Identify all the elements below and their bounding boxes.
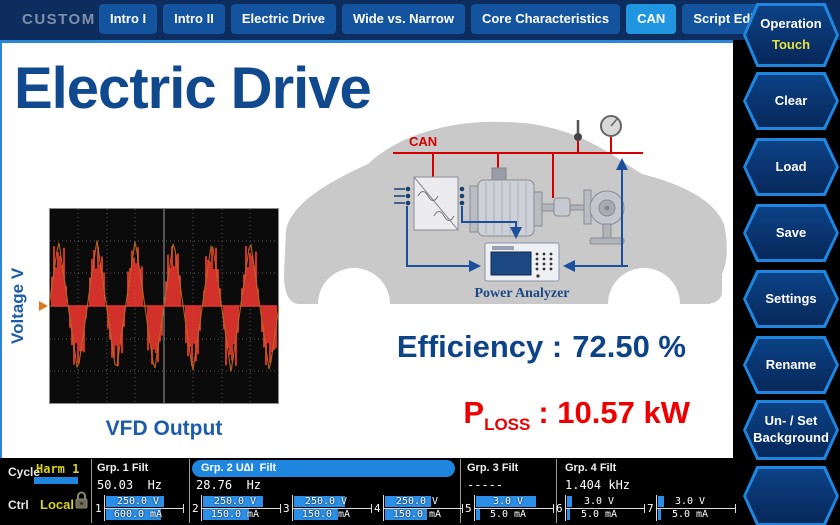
channel-2[interactable]: 2 250.0 V 150.0 mA bbox=[192, 495, 282, 521]
tab-wide-vs-narrow[interactable]: Wide vs. Narrow bbox=[341, 4, 465, 34]
channel-4[interactable]: 4 250.0 V 150.0 mA bbox=[374, 495, 464, 521]
channel-7-voltage-range: 3.0 V bbox=[658, 496, 722, 507]
cycle-mode-value[interactable]: Harm 1 bbox=[36, 462, 80, 476]
cycle-progress-bar bbox=[34, 477, 78, 484]
vfd-waveform-scope bbox=[49, 208, 279, 404]
top-tab-bar: CUSTOM Intro I Intro II Electric Drive W… bbox=[0, 0, 840, 40]
lock-icon[interactable] bbox=[74, 491, 89, 510]
drivetrain-diagram: CAN bbox=[284, 115, 727, 304]
status-bar: Cycle Harm 1 Ctrl Local Grp. 1 Filt 50.0… bbox=[0, 458, 745, 525]
power-analyzer-symbol bbox=[484, 242, 560, 282]
settings-button[interactable]: Settings bbox=[743, 270, 839, 328]
channel-1[interactable]: 1 250.0 V 600.0 mA bbox=[95, 495, 185, 521]
wire-motor-input bbox=[461, 206, 522, 239]
channel-3-voltage-range: 250.0 V bbox=[294, 496, 358, 507]
unset-background-button[interactable]: Un- / Set Background bbox=[743, 400, 839, 460]
channel-4-current-range: 150.0 mA bbox=[385, 509, 449, 520]
channel-5-voltage-range: 3.0 V bbox=[476, 496, 540, 507]
channel-6[interactable]: 6 3.0 V 5.0 mA bbox=[556, 495, 646, 521]
efficiency-label: Efficiency : bbox=[396, 329, 563, 364]
page-title: Electric Drive bbox=[14, 56, 372, 121]
save-button[interactable]: Save bbox=[743, 204, 839, 262]
load-button[interactable]: Load bbox=[743, 138, 839, 196]
tab-intro-1[interactable]: Intro I bbox=[99, 4, 158, 34]
channel-1-voltage-range: 250.0 V bbox=[106, 496, 170, 507]
group-1-label[interactable]: Grp. 1 Filt bbox=[97, 462, 149, 474]
group-2-label-selected[interactable]: Grp. 2 U∆I Filt bbox=[192, 460, 455, 477]
group-4-label[interactable]: Grp. 4 Filt bbox=[565, 462, 617, 474]
channel-3-current-range: 150.0 mA bbox=[294, 509, 358, 520]
group-1-frequency: 50.03 Hz bbox=[97, 478, 163, 492]
operation-button[interactable]: Operation Touch bbox=[743, 3, 839, 67]
tab-can[interactable]: CAN bbox=[626, 4, 677, 34]
group-3-frequency: ----- bbox=[467, 478, 504, 492]
temperature-sensor-icon bbox=[574, 120, 582, 153]
empty-softkey-button[interactable] bbox=[743, 466, 839, 525]
main-content-panel: Electric Drive CAN bbox=[0, 40, 733, 458]
operation-mode-value: Touch bbox=[771, 37, 811, 52]
separator bbox=[189, 459, 190, 523]
scope-y-axis-label: Voltage V bbox=[8, 267, 27, 345]
pwm-waveform bbox=[49, 240, 279, 372]
efficiency-value: 72.50 % bbox=[572, 329, 686, 364]
channel-7[interactable]: 7 3.0 V 5.0 mA bbox=[647, 495, 737, 521]
channel-2-voltage-range: 250.0 V bbox=[203, 496, 267, 507]
wire-inverter-input bbox=[406, 206, 481, 272]
power-analyzer-label: Power Analyzer bbox=[475, 286, 570, 301]
group-4-frequency: 1.404 kHz bbox=[565, 478, 631, 492]
separator bbox=[556, 459, 557, 523]
channel-4-voltage-range: 250.0 V bbox=[385, 496, 449, 507]
rename-button[interactable]: Rename bbox=[743, 336, 839, 394]
tab-strip: Intro I Intro II Electric Drive Wide vs.… bbox=[99, 4, 783, 34]
group-3-label[interactable]: Grp. 3 Filt bbox=[467, 462, 519, 474]
tab-core-characteristics[interactable]: Core Characteristics bbox=[470, 4, 621, 34]
channel-5[interactable]: 5 3.0 V 5.0 mA bbox=[465, 495, 555, 521]
ploss-value: : 10.57 kW bbox=[538, 395, 690, 430]
channel-3[interactable]: 3 250.0 V 150.0 mA bbox=[283, 495, 373, 521]
cycle-label: Cycle bbox=[8, 465, 41, 479]
clear-button[interactable]: Clear bbox=[743, 72, 839, 130]
tab-electric-drive[interactable]: Electric Drive bbox=[230, 4, 336, 34]
gauge-icon bbox=[600, 115, 622, 153]
scope-caption: VFD Output bbox=[105, 417, 223, 440]
group-2-frequency: 28.76 Hz bbox=[196, 478, 262, 492]
channel-5-current-range: 5.0 mA bbox=[476, 509, 540, 520]
channel-2-current-range: 150.0 mA bbox=[203, 509, 267, 520]
operation-button-label: Operation bbox=[760, 16, 822, 32]
inverter-symbol bbox=[394, 176, 465, 231]
trigger-marker-icon bbox=[39, 301, 48, 311]
tab-intro-2[interactable]: Intro II bbox=[163, 4, 225, 34]
channel-6-voltage-range: 3.0 V bbox=[567, 496, 631, 507]
efficiency-readout: Efficiency : 72.50 % bbox=[242, 329, 686, 365]
power-loss-readout: PLOSS : 10.57 kW bbox=[242, 395, 690, 435]
channel-7-current-range: 5.0 mA bbox=[658, 509, 722, 520]
shaft-and-load-symbol bbox=[541, 189, 625, 245]
ctrl-label: Ctrl bbox=[8, 498, 29, 512]
ctrl-mode-value[interactable]: Local bbox=[40, 497, 74, 512]
custom-menu-label[interactable]: CUSTOM bbox=[22, 11, 96, 28]
separator bbox=[91, 459, 92, 523]
separator bbox=[460, 459, 461, 523]
channel-1-current-range: 600.0 mA bbox=[106, 509, 170, 520]
softkey-sidebar: Operation Touch Clear Load Save Settings … bbox=[733, 0, 840, 525]
channel-6-current-range: 5.0 mA bbox=[567, 509, 631, 520]
ploss-symbol: P bbox=[463, 395, 485, 430]
can-bus-label: CAN bbox=[409, 134, 437, 149]
ploss-subscript: LOSS bbox=[484, 415, 531, 435]
